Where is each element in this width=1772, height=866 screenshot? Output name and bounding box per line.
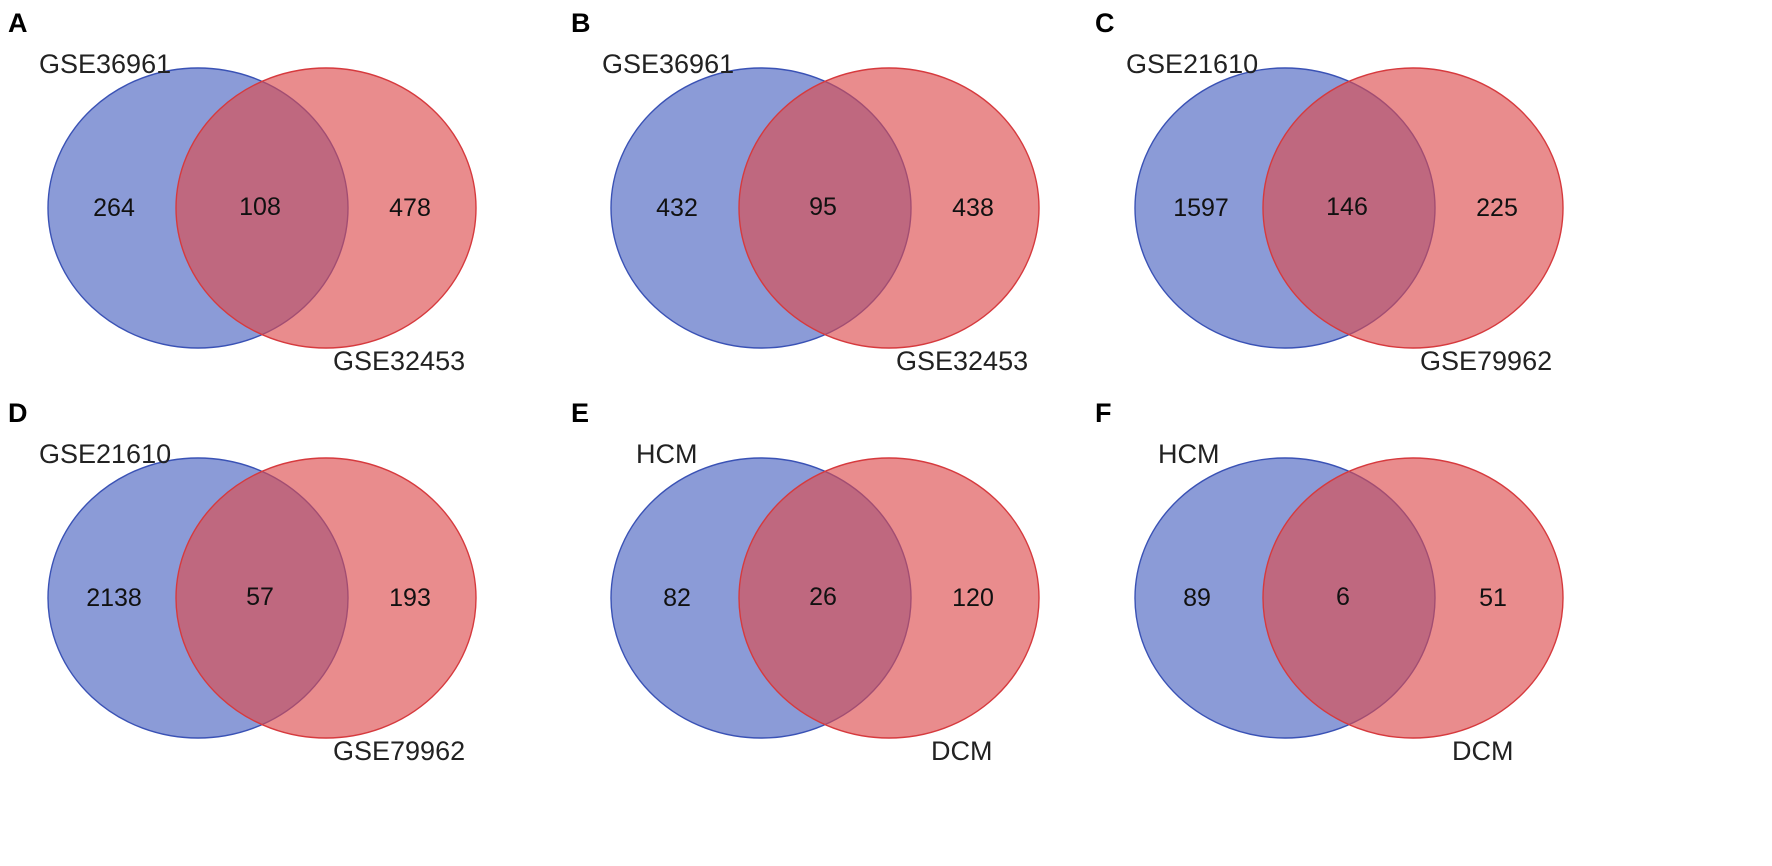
venn-panel-f: F HCM DCM 89 6 51 (1095, 398, 1564, 766)
venn-panel-b: B GSE36961 GSE32453 432 95 438 (571, 8, 1040, 376)
left-set-label: GSE21610 (1126, 49, 1258, 79)
left-only-count: 82 (663, 584, 691, 612)
right-set-circle (1262, 67, 1564, 349)
left-set-label: HCM (636, 439, 698, 469)
right-only-count: 478 (389, 194, 431, 222)
panel-letter: A (8, 8, 28, 38)
panel-letter: B (571, 8, 591, 38)
right-set-circle (1262, 457, 1564, 739)
right-set-label: GSE79962 (333, 736, 465, 766)
panel-letter: D (8, 398, 28, 428)
intersection-count: 6 (1336, 583, 1350, 611)
venn-panel-d: D GSE21610 GSE79962 2138 57 193 (8, 398, 477, 766)
intersection-count: 57 (246, 583, 274, 611)
intersection-count: 95 (809, 193, 837, 221)
left-only-count: 432 (656, 194, 698, 222)
panel-letter: E (571, 398, 589, 428)
right-only-count: 51 (1479, 584, 1507, 612)
left-only-count: 1597 (1173, 194, 1229, 222)
right-set-circle (738, 67, 1040, 349)
right-set-circle (175, 457, 477, 739)
right-set-label: DCM (931, 736, 993, 766)
intersection-count: 26 (809, 583, 837, 611)
venn-panel-e: E HCM DCM 82 26 120 (571, 398, 1040, 766)
left-set-label: HCM (1158, 439, 1220, 469)
right-set-label: GSE32453 (333, 346, 465, 376)
right-only-count: 120 (952, 584, 994, 612)
left-only-count: 2138 (86, 584, 142, 612)
right-only-count: 193 (389, 584, 431, 612)
right-set-label: GSE79962 (1420, 346, 1552, 376)
right-set-circle (175, 67, 477, 349)
left-only-count: 264 (93, 194, 135, 222)
right-only-count: 438 (952, 194, 994, 222)
venn-panel-c: C GSE21610 GSE79962 1597 146 225 (1095, 8, 1564, 376)
left-set-label: GSE36961 (39, 49, 171, 79)
left-only-count: 89 (1183, 584, 1211, 612)
intersection-count: 146 (1326, 193, 1368, 221)
right-set-label: DCM (1452, 736, 1514, 766)
panel-letter: F (1095, 398, 1112, 428)
intersection-count: 108 (239, 193, 281, 221)
right-set-circle (738, 457, 1040, 739)
right-only-count: 225 (1476, 194, 1518, 222)
left-set-label: GSE36961 (602, 49, 734, 79)
left-set-label: GSE21610 (39, 439, 171, 469)
panel-letter: C (1095, 8, 1115, 38)
right-set-label: GSE32453 (896, 346, 1028, 376)
venn-panel-a: A GSE36961 GSE32453 264 108 478 (8, 8, 477, 376)
